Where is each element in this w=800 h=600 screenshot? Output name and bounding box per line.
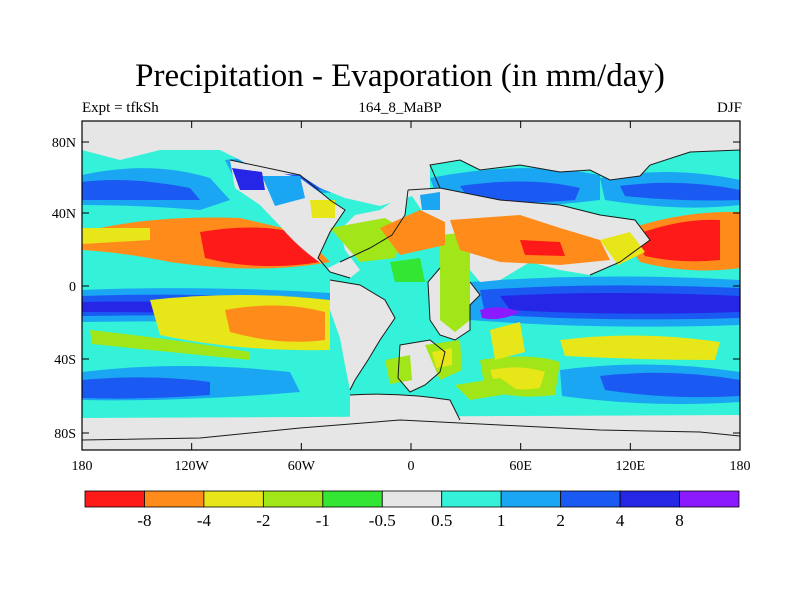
coastline	[349, 393, 461, 421]
field-region	[82, 377, 210, 399]
field-region	[450, 215, 610, 265]
y-tick-label: 0	[69, 280, 76, 295]
colorbar-labels: -8 -4 -2 -1 -0.5 0.5 1 2 4 8	[137, 511, 683, 530]
colorbar-swatch	[84, 490, 145, 508]
coastline	[82, 419, 740, 441]
period-label: 164_8_MaBP	[358, 100, 442, 116]
colorbar-label: -4	[197, 511, 212, 530]
field-region	[460, 181, 580, 203]
colorbar-swatch	[203, 490, 264, 508]
colorbar-swatch	[144, 490, 205, 508]
field-region	[232, 168, 265, 190]
x-tick-label: 180	[72, 459, 93, 474]
y-tick-label: 80N	[52, 136, 76, 151]
x-tick-label: 60E	[509, 459, 532, 474]
colorbar-swatch	[381, 490, 443, 508]
field-region	[82, 228, 150, 244]
field-region	[420, 192, 440, 210]
y-tick-label: 40N	[52, 207, 76, 222]
colorbar-swatch	[500, 490, 562, 508]
coastline	[407, 187, 651, 276]
x-tick-label: 120E	[616, 459, 646, 474]
field-region	[440, 232, 470, 332]
y-axis: 80N 40N 0 40S 80S	[52, 136, 740, 442]
colorbar-label: 8	[675, 511, 684, 530]
coastline	[229, 159, 351, 279]
colorbar-label: -0.5	[369, 511, 396, 530]
colorbar-label: 0.5	[431, 511, 452, 530]
field-region	[310, 200, 335, 218]
field-region	[620, 182, 740, 201]
field-region	[632, 219, 720, 262]
experiment-label: Expt = tfkSh	[82, 100, 159, 116]
field-region	[390, 258, 425, 282]
land-region	[82, 121, 740, 206]
field-region	[560, 335, 720, 360]
colorbar-swatch	[560, 490, 621, 508]
y-tick-label: 80S	[54, 427, 76, 442]
field-region	[520, 240, 565, 256]
field-region	[600, 372, 740, 398]
field-region	[600, 232, 645, 265]
land-region	[350, 394, 460, 420]
colorbar-label: 4	[616, 511, 625, 530]
field-region	[200, 227, 320, 267]
colorbar-label: 2	[556, 511, 565, 530]
map-title: Precipitation - Evaporation (in mm/day)	[135, 58, 665, 94]
coastline	[427, 267, 481, 341]
field-region	[432, 348, 452, 368]
colorbar-label: 1	[497, 511, 506, 530]
field-region	[90, 330, 250, 360]
colorbar-swatch	[679, 490, 740, 508]
colorbar-swatch	[441, 490, 502, 508]
field-region	[455, 378, 520, 400]
field-region	[225, 305, 325, 342]
colorbar-swatch	[619, 490, 680, 508]
land-region	[82, 420, 740, 450]
field-region	[82, 180, 200, 200]
x-tick-label: 60W	[288, 459, 316, 474]
colorbar-label: -2	[256, 511, 270, 530]
season-label: DJF	[716, 100, 742, 116]
field-region	[380, 210, 445, 255]
x-tick-label: 0	[408, 459, 415, 474]
y-tick-label: 40S	[54, 353, 76, 368]
x-tick-label: 120W	[175, 459, 210, 474]
precip-field	[82, 121, 740, 450]
land-region	[330, 280, 395, 390]
colorbar-swatch	[262, 490, 324, 508]
x-axis: 180 120W 60W 0 60E 120E 180	[72, 121, 751, 474]
colorbar	[84, 490, 740, 508]
coastline	[397, 339, 446, 393]
x-tick-label: 180	[730, 459, 751, 474]
colorbar-swatch	[322, 490, 383, 508]
coastline	[329, 279, 396, 391]
coastlines	[82, 149, 740, 441]
coastline	[339, 189, 409, 263]
field-region	[490, 322, 525, 360]
field-region	[480, 307, 520, 320]
field-region	[262, 176, 305, 206]
field-region	[500, 293, 740, 314]
colorbar-label: -8	[137, 511, 151, 530]
colorbar-label: -1	[316, 511, 330, 530]
coastline	[429, 149, 740, 189]
